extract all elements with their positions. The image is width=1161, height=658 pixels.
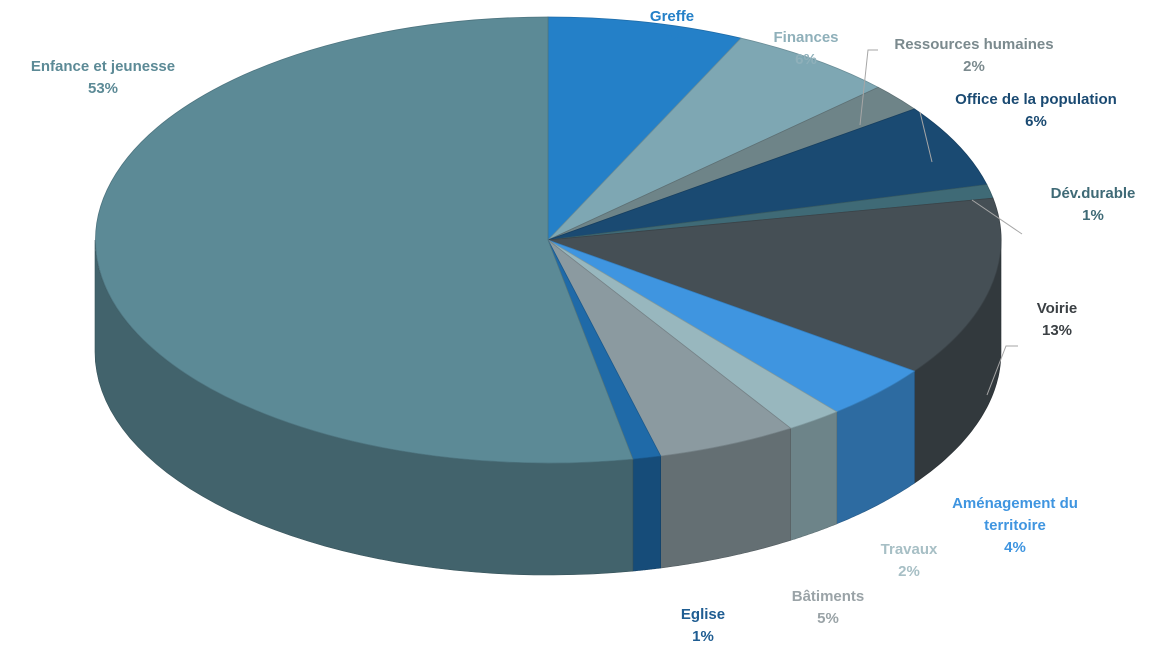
data-label-9: Eglise 1% (681, 606, 725, 645)
slice-0 (547, 16, 742, 241)
data-label-category: Dév.durable (1051, 185, 1136, 202)
data-label-7: Travaux 2% (881, 541, 938, 580)
data-label-2: Ressources humaines 2% (894, 36, 1053, 75)
pie-slices (95, 16, 1002, 464)
data-label-category: Travaux (881, 541, 938, 558)
leader-line-2 (859, 49, 878, 126)
data-label-percent: 2% (963, 58, 985, 75)
data-label-percent: 1% (692, 628, 714, 645)
data-label-category: Aménagement du (952, 495, 1078, 512)
data-label-3: Office de la population 6% (955, 91, 1117, 130)
data-label-0: Greffe 7% (650, 8, 694, 47)
slice-5 (547, 197, 1002, 372)
data-labels: Greffe 7% Finances 6% Ressources humaines 2% O… (31, 8, 1135, 645)
leader-line-5 (986, 345, 1018, 396)
data-label-percent: 13% (1042, 322, 1072, 339)
leader-lines (859, 49, 1023, 396)
data-label-percent: 4% (1004, 539, 1026, 556)
data-label-1: Finances 6% (773, 29, 838, 68)
data-label-8: Bâtiments 5% (792, 588, 865, 627)
data-label-category: Finances (773, 29, 838, 46)
data-label-category: Enfance et jeunesse (31, 58, 175, 75)
slice-1 (547, 37, 880, 241)
slice-10 (95, 16, 634, 464)
data-label-6: Aménagement du territoire 4% (952, 495, 1078, 556)
data-label-category: territoire (984, 517, 1046, 534)
data-label-percent: 1% (1082, 207, 1104, 224)
data-label-percent: 7% (661, 30, 683, 47)
data-label-percent: 5% (817, 610, 839, 627)
data-label-category: Eglise (681, 606, 725, 623)
data-label-category: Bâtiments (792, 588, 865, 605)
data-label-percent: 6% (1025, 113, 1047, 130)
leader-line-4 (971, 199, 1023, 235)
slice-8 (547, 239, 792, 457)
slice-side-7 (790, 411, 838, 541)
data-label-category: Voirie (1037, 300, 1078, 317)
data-label-category: Greffe (650, 8, 694, 25)
leader-line-3 (919, 111, 933, 163)
data-label-10: Enfance et jeunesse 53% (31, 58, 175, 97)
pie-sides (94, 239, 1002, 576)
data-label-category: Office de la population (955, 91, 1117, 108)
data-label-percent: 6% (795, 51, 817, 68)
data-label-5: Voirie 13% (1037, 300, 1078, 339)
data-label-percent: 53% (88, 80, 118, 97)
slice-side-9 (632, 455, 662, 572)
data-label-category: Ressources humaines (894, 36, 1053, 53)
slice-3 (547, 108, 988, 241)
data-label-percent: 2% (898, 563, 920, 580)
data-label-4: Dév.durable 1% (1051, 185, 1136, 224)
